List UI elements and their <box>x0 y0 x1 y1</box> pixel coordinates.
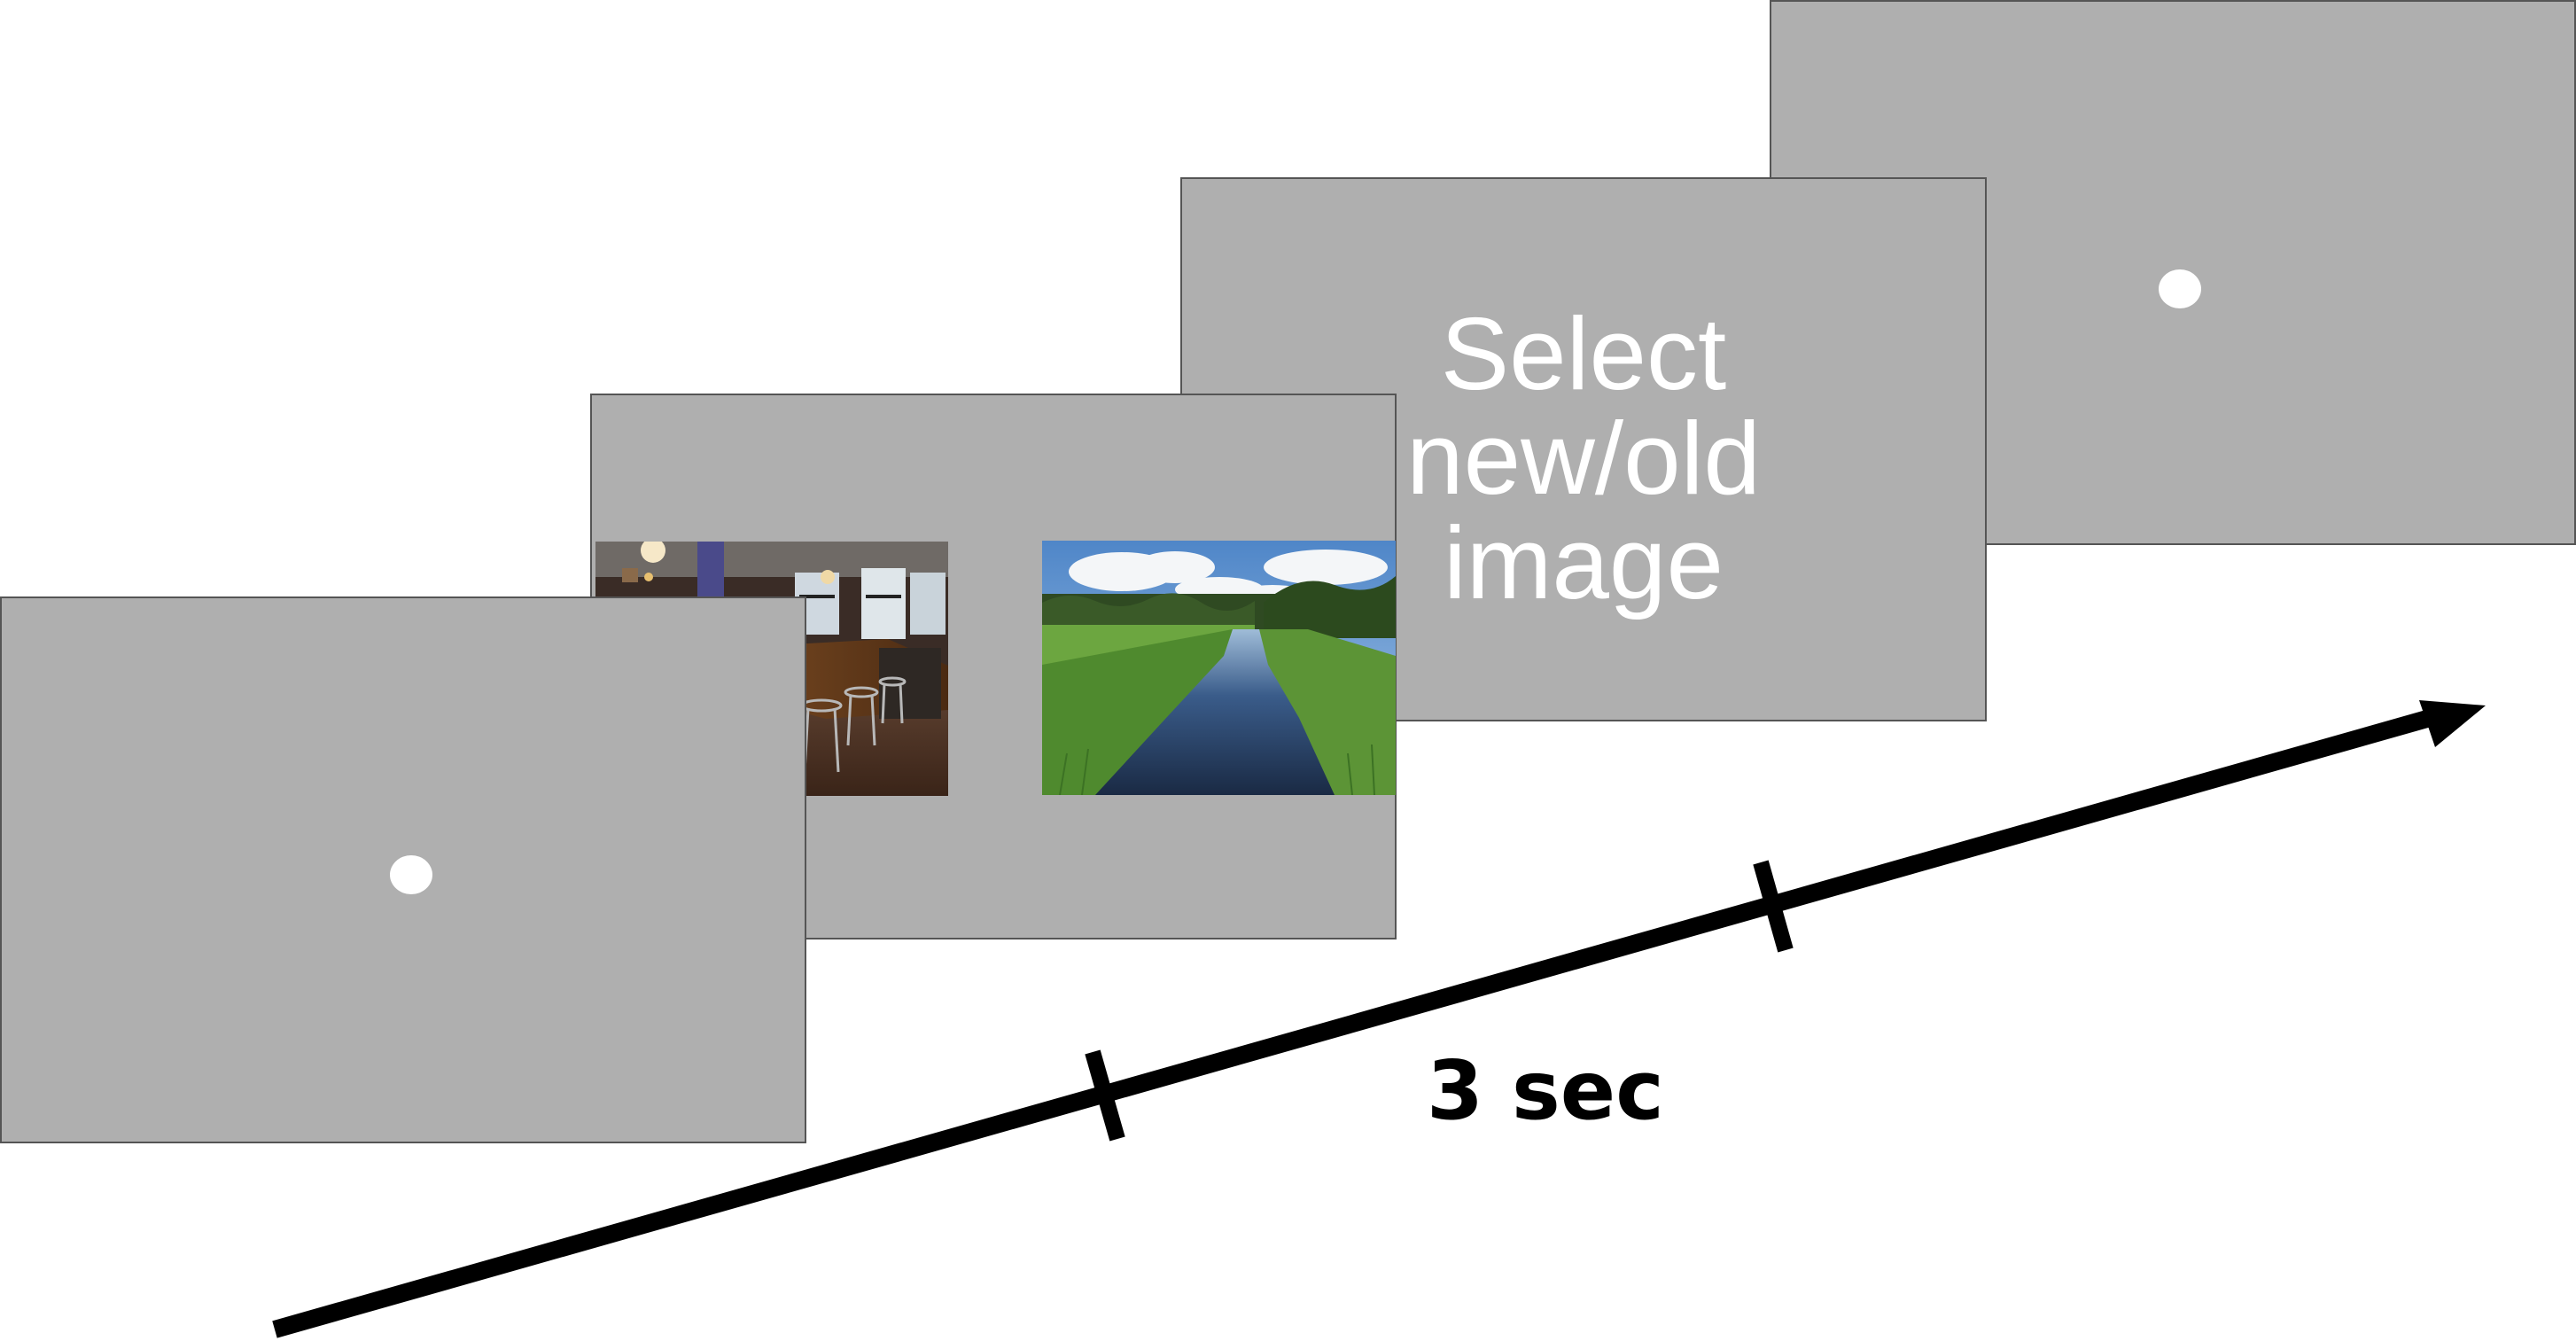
timeline-arrowhead <box>2419 700 2486 747</box>
response-prompt-screen: Select new/old image <box>1180 177 1987 721</box>
fixation-dot <box>2159 269 2201 308</box>
fixation-dot <box>390 855 432 894</box>
response-prompt-text: Select new/old image <box>1406 296 1761 620</box>
timeline-tick-1 <box>1085 1049 1125 1142</box>
river-landscape-photo <box>1042 541 1396 795</box>
timeline-axis-line <box>272 705 2448 1338</box>
fixation-screen-start <box>0 596 806 1143</box>
timeline-tick-2 <box>1753 860 1794 953</box>
duration-label: 3 sec <box>1427 1043 1664 1138</box>
